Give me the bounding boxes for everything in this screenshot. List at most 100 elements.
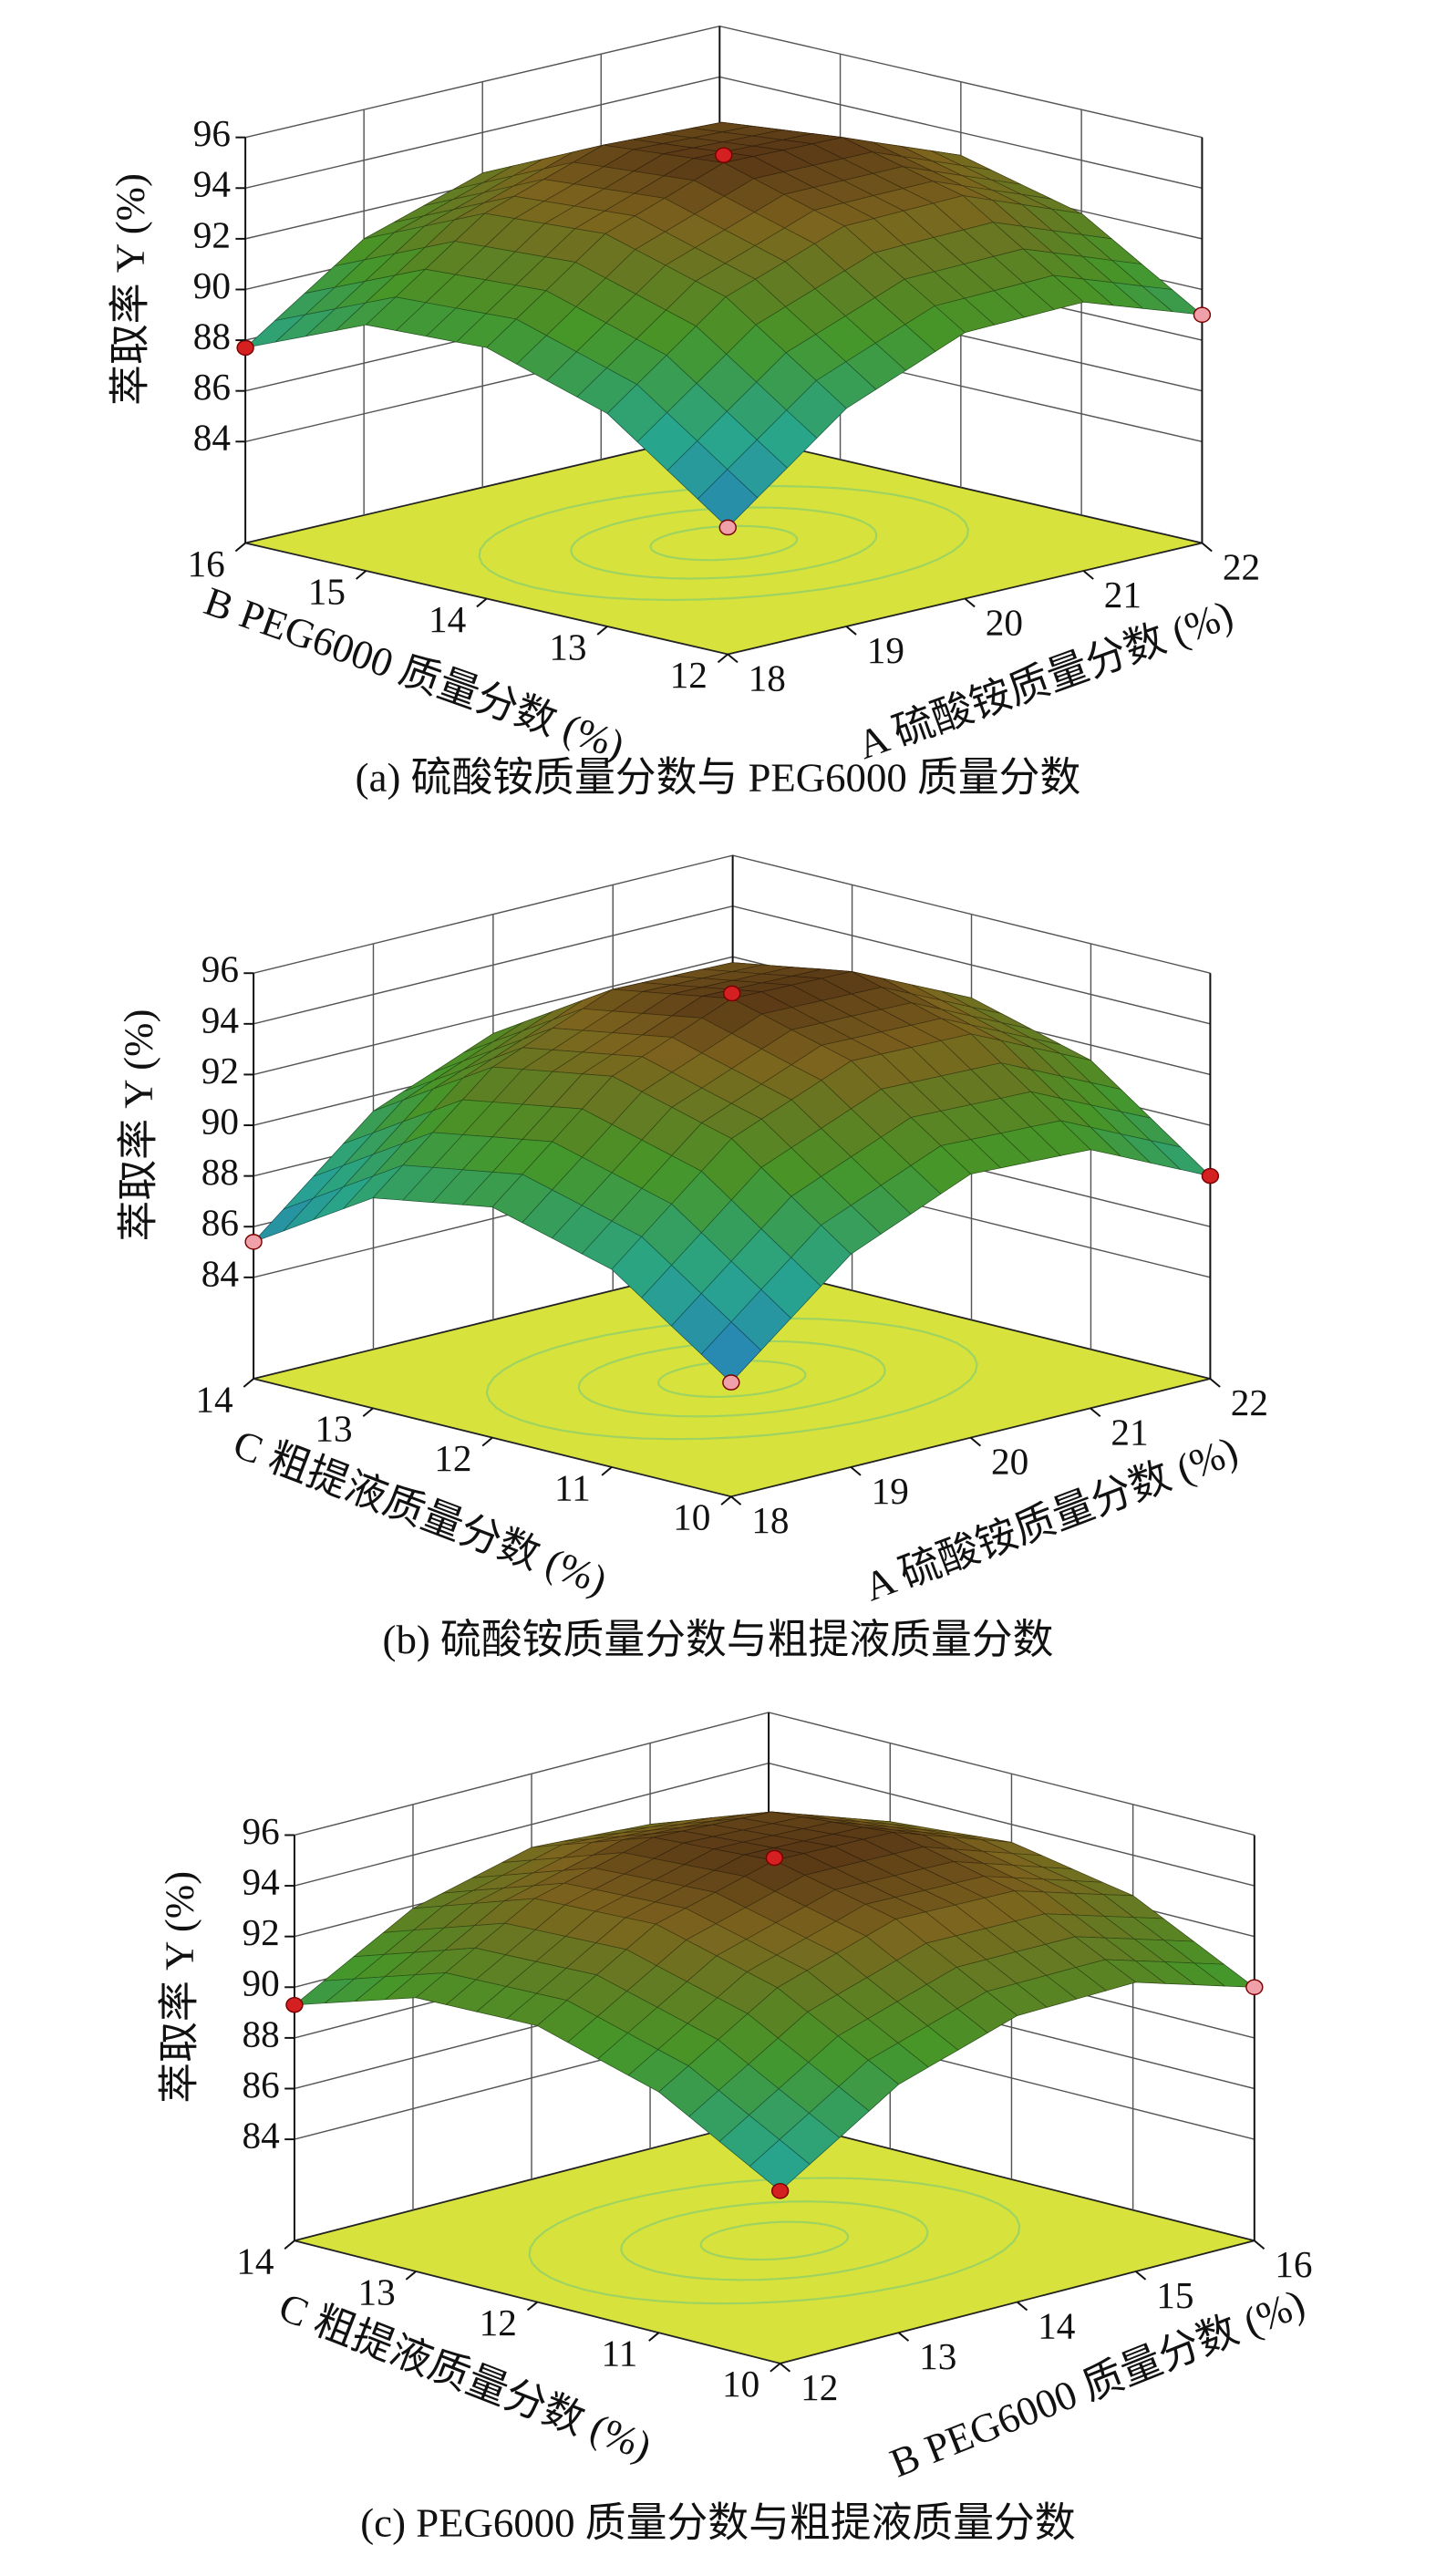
z-tick-label: 94	[243, 1861, 280, 1903]
tick-mark	[1201, 542, 1213, 553]
design-point	[1201, 1167, 1220, 1185]
x-tick-label: 12	[801, 2366, 838, 2408]
z-tick-label: 86	[201, 1202, 239, 1244]
x-tick-label: 22	[1231, 1381, 1268, 1423]
tick-mark	[964, 597, 976, 608]
x-tick-label: 16	[1275, 2243, 1312, 2285]
x-tick-label: 19	[867, 629, 904, 671]
y-tick-label: 12	[480, 2302, 517, 2343]
x-tick-label: 18	[751, 1499, 789, 1541]
design-point	[1245, 1979, 1264, 1996]
z-tick-label: 88	[201, 1151, 239, 1193]
caption: (b) 硫酸铵质量分数与粗提液质量分数	[383, 1617, 1054, 1662]
tick-mark	[1090, 1407, 1101, 1418]
tick-mark	[284, 2240, 295, 2250]
tick-mark	[1017, 2301, 1028, 2312]
z-axis-label: 萃取率 Y (%)	[107, 173, 152, 406]
z-tick-label: 86	[243, 2064, 280, 2105]
z-tick-label: 90	[193, 264, 231, 306]
surface-patch	[697, 469, 759, 528]
z-axis-label: 萃取率 Y (%)	[156, 1871, 201, 2104]
x-tick-label: 18	[749, 657, 786, 698]
y-tick-label: 11	[554, 1466, 591, 1508]
floor-contour	[478, 484, 970, 601]
design-point	[765, 1849, 784, 1867]
design-point	[1193, 306, 1212, 324]
z-tick-label: 96	[201, 948, 239, 990]
x-axis-label: A 硫酸铵质量分数 (%)	[852, 591, 1239, 768]
y-tick-label: 10	[673, 1496, 710, 1538]
z-tick-label: 90	[243, 1962, 280, 2004]
x-tick-label: 20	[986, 601, 1023, 643]
z-tick-label: 96	[193, 112, 231, 154]
tick-mark	[898, 2332, 910, 2342]
z-tick-label: 92	[243, 1911, 280, 1953]
x-tick-label: 19	[872, 1470, 909, 1512]
y-tick-label: 11	[602, 2333, 638, 2374]
tick-mark	[1254, 2240, 1266, 2250]
y-tick-label: 14	[195, 1378, 232, 1420]
z-tick-label: 92	[201, 1050, 239, 1091]
z-tick-label: 84	[193, 417, 231, 459]
tick-mark	[770, 2363, 781, 2373]
design-point	[285, 1996, 304, 2013]
tick-mark	[526, 2301, 538, 2312]
design-point	[770, 2182, 790, 2199]
tick-mark	[1082, 570, 1094, 580]
tick-mark	[234, 542, 246, 553]
tick-mark	[243, 1378, 254, 1388]
y-tick-label: 12	[434, 1437, 471, 1479]
z-tick-label: 84	[201, 1252, 239, 1294]
z-tick-label: 84	[243, 2115, 280, 2157]
z-tick-label: 88	[243, 2012, 280, 2054]
x-tick-label: 14	[1038, 2305, 1075, 2347]
x-tick-label: 21	[1104, 574, 1142, 616]
floor-contour	[528, 2177, 1021, 2305]
tick-mark	[476, 597, 488, 608]
tick-mark	[601, 1466, 613, 1476]
design-point	[236, 339, 254, 357]
tick-mark	[780, 2363, 791, 2373]
surface-patch	[749, 2138, 811, 2192]
tick-mark	[481, 1436, 493, 1447]
z-tick-label: 94	[201, 998, 239, 1040]
floor-contour	[570, 506, 878, 580]
tick-mark	[969, 1436, 982, 1447]
y-tick-label: 13	[315, 1408, 352, 1450]
z-tick-label: 90	[201, 1101, 239, 1143]
surface-patch	[700, 1321, 762, 1383]
design-point	[715, 147, 733, 163]
tick-mark	[356, 570, 367, 580]
y-tick-label: 12	[670, 654, 708, 696]
tick-mark	[730, 1495, 742, 1505]
tick-mark	[717, 653, 728, 664]
caption: (c) PEG6000 质量分数与粗提液质量分数	[360, 2499, 1075, 2545]
z-tick-label: 96	[243, 1810, 280, 1852]
floor-contour	[699, 2220, 850, 2261]
tick-mark	[405, 2271, 417, 2281]
z-tick-label: 94	[193, 163, 231, 205]
tick-mark	[1209, 1378, 1221, 1388]
z-axis-label: 萃取率 Y (%)	[115, 1009, 160, 1242]
tick-mark	[720, 1495, 732, 1505]
x-tick-label: 13	[919, 2335, 956, 2377]
y-tick-label: 15	[308, 570, 346, 612]
tick-mark	[850, 1466, 862, 1476]
x-tick-label: 20	[991, 1441, 1028, 1483]
y-tick-label: 13	[357, 2271, 395, 2312]
z-tick-label: 86	[193, 366, 231, 408]
design-point	[244, 1234, 263, 1250]
design-point	[722, 1374, 740, 1391]
y-tick-label: 13	[549, 626, 586, 667]
y-tick-label: 10	[722, 2363, 759, 2405]
tick-mark	[648, 2332, 660, 2342]
y-tick-label: 14	[236, 2240, 274, 2282]
tick-mark	[1135, 2271, 1147, 2281]
floor-contour	[620, 2200, 929, 2281]
z-tick-label: 92	[193, 213, 231, 255]
tick-mark	[845, 626, 857, 636]
y-tick-label: 16	[187, 543, 224, 585]
x-tick-label: 22	[1223, 545, 1260, 587]
y-tick-label: 14	[429, 598, 466, 640]
